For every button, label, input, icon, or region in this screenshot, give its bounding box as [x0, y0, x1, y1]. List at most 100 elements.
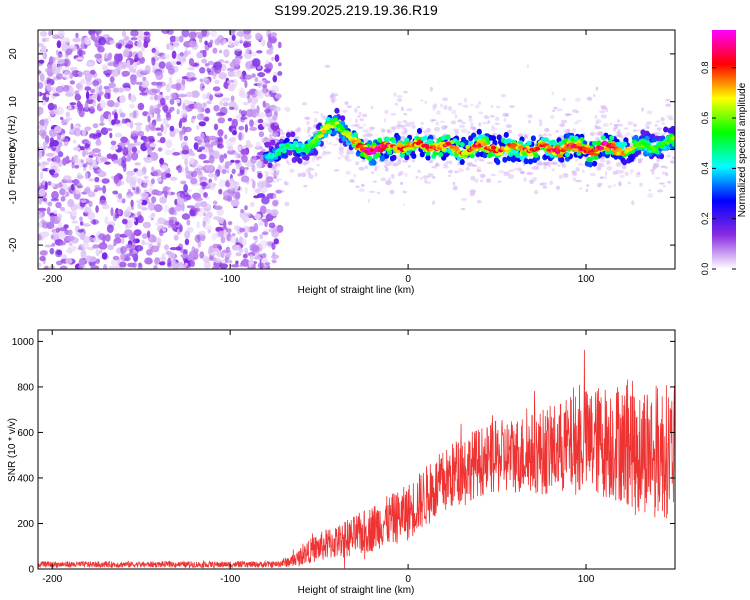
halo-blob: [561, 163, 567, 168]
noise-blob: [263, 68, 272, 73]
noise-blob: [207, 60, 214, 66]
noise-blob: [179, 224, 183, 233]
noise-blob: [133, 58, 138, 63]
noise-blob: [157, 217, 165, 225]
ridge-mark: [592, 160, 598, 167]
noise-blob: [44, 265, 49, 269]
noise-blob: [38, 262, 42, 268]
spectrogram-ytick-label: 0: [8, 146, 19, 152]
ridge-mark: [377, 137, 383, 143]
halo-blob: [451, 109, 457, 115]
noise-blob: [159, 261, 166, 266]
halo-blob: [539, 121, 543, 127]
ridge-mark: [375, 152, 381, 158]
halo-blob: [435, 121, 440, 126]
halo-blob: [615, 169, 621, 175]
noise-blob: [159, 56, 167, 60]
halo-blob: [435, 162, 439, 167]
ridge-mark: [334, 121, 340, 125]
ridge-mark: [365, 147, 371, 151]
ridge-mark: [340, 127, 346, 131]
noise-blob: [106, 100, 115, 107]
noise-blob: [71, 220, 79, 224]
noise-blob: [94, 53, 103, 59]
noise-blob: [219, 100, 224, 107]
noise-blob: [208, 135, 217, 141]
ridge-mark: [515, 153, 521, 159]
noise-blob: [78, 264, 86, 269]
noise-blob: [126, 206, 132, 211]
noise-blob: [134, 245, 144, 252]
noise-blob: [262, 83, 268, 89]
halo-blob: [572, 176, 577, 182]
halo-blob: [308, 174, 314, 180]
ridge-mark: [358, 144, 364, 149]
noise-blob: [194, 234, 201, 243]
noise-blob: [39, 255, 46, 262]
noise-blob: [227, 37, 233, 46]
noise-blob: [243, 42, 252, 48]
noise-blob: [91, 153, 99, 157]
noise-blob: [264, 64, 271, 69]
noise-blob: [69, 242, 73, 247]
noise-blob: [94, 85, 99, 93]
noise-blob: [44, 37, 50, 42]
noise-blob: [259, 205, 267, 215]
noise-blob: [160, 97, 166, 106]
noise-blob: [234, 70, 242, 78]
noise-blob: [106, 153, 113, 159]
halo-blob: [274, 162, 281, 167]
spectrogram-ylabel: Frequency (Hz): [7, 116, 18, 185]
noise-blob: [206, 100, 212, 105]
halo-blob: [523, 177, 527, 182]
noise-blob: [64, 118, 70, 123]
noise-blob: [227, 221, 233, 226]
noise-blob: [240, 116, 248, 120]
ridge-mark: [449, 140, 455, 145]
noise-blob: [65, 258, 73, 264]
noise-blob: [202, 160, 211, 164]
noise-blob: [240, 208, 245, 214]
noise-blob: [201, 30, 208, 37]
noise-blob: [217, 138, 222, 143]
halo-blob: [494, 122, 500, 125]
noise-blob: [72, 37, 81, 43]
noise-blob: [238, 132, 242, 141]
ridge-mark: [405, 147, 411, 151]
noise-blob: [218, 179, 226, 188]
noise-blob: [151, 81, 158, 86]
noise-blob: [38, 106, 44, 115]
noise-blob: [136, 186, 140, 194]
noise-blob: [134, 122, 143, 126]
noise-blob: [88, 200, 93, 207]
halo-blob: [617, 119, 620, 123]
noise-blob: [126, 170, 135, 177]
ridge-mark: [340, 115, 346, 122]
halo-blob: [369, 126, 376, 130]
noise-blob: [153, 169, 162, 177]
noise-blob: [199, 37, 203, 43]
halo-blob: [504, 171, 511, 176]
noise-blob: [87, 211, 96, 221]
noise-blob: [39, 250, 48, 256]
halo-blob: [268, 118, 272, 123]
halo-blob: [472, 164, 478, 167]
halo-blob: [553, 161, 558, 166]
halo-blob: [433, 126, 441, 132]
noise-blob: [126, 59, 131, 69]
noise-blob: [224, 134, 228, 140]
noise-blob: [114, 132, 123, 138]
halo-blob: [457, 119, 463, 123]
noise-blob: [237, 173, 242, 177]
noise-blob: [151, 88, 161, 94]
noise-blob: [230, 159, 235, 163]
noise-blob: [147, 146, 152, 155]
halo-blob: [595, 119, 602, 124]
noise-blob: [250, 109, 260, 118]
noise-blob: [249, 201, 255, 208]
halo-blob: [280, 131, 285, 136]
halo-blob: [448, 106, 453, 111]
noise-blob: [244, 232, 248, 238]
snr-ylabel: SNR (10 * v/v): [7, 418, 18, 482]
noise-blob: [140, 79, 150, 88]
